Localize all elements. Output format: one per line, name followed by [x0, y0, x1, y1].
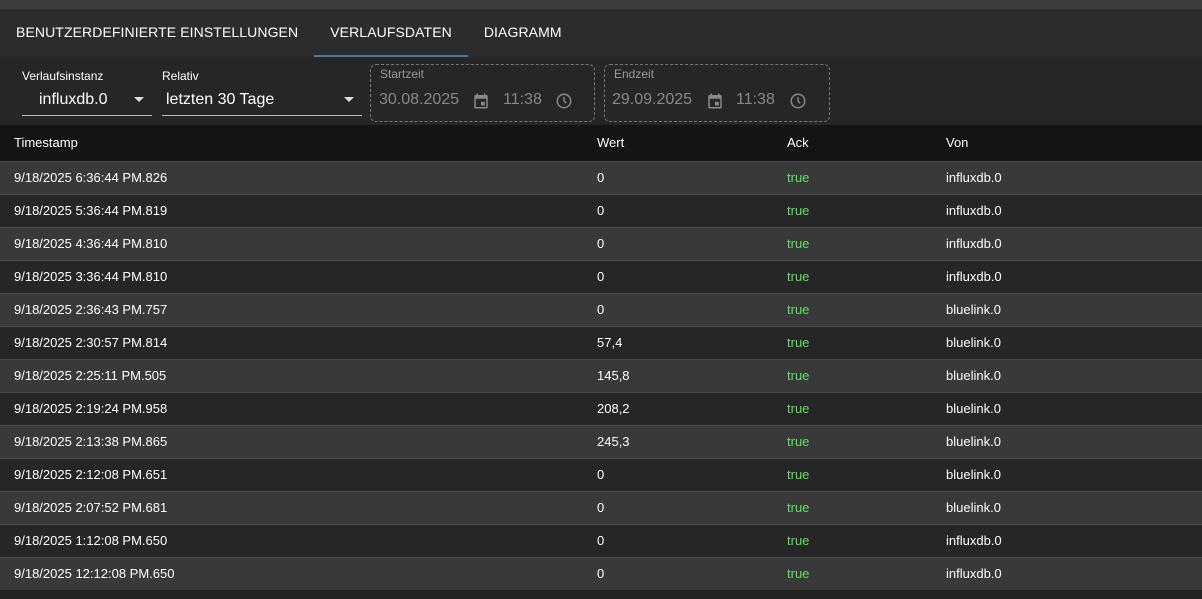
table-row[interactable]: 9/18/2025 5:36:44 PM.819 0 true influxdb.0 — [0, 194, 1202, 227]
cell-ack: true — [787, 467, 810, 482]
chevron-down-icon — [344, 97, 354, 102]
cell-value: 145,8 — [597, 368, 630, 383]
cell-from: bluelink.0 — [946, 500, 1001, 515]
table-header: Timestamp Wert Ack Von — [0, 125, 1202, 161]
cell-ack: true — [787, 368, 810, 383]
cell-timestamp: 9/18/2025 2:36:43 PM.757 — [14, 302, 168, 317]
col-timestamp[interactable]: Timestamp — [14, 135, 78, 151]
table-row[interactable]: 9/18/2025 2:19:24 PM.958 208,2 true bluelin… — [0, 392, 1202, 425]
tab-history-data[interactable]: VERLAUFSDATEN — [314, 9, 468, 57]
table-row[interactable]: 9/18/2025 2:25:11 PM.505 145,8 true bluelin… — [0, 359, 1202, 392]
cell-ack: true — [787, 302, 810, 317]
cell-value: 208,2 — [597, 401, 630, 416]
cell-value: 57,4 — [597, 335, 623, 350]
table-row[interactable]: 9/18/2025 4:36:44 PM.810 0 true influxdb.0 — [0, 227, 1202, 260]
cell-ack: true — [787, 335, 810, 350]
cell-timestamp: 9/18/2025 2:12:08 PM.651 — [14, 467, 168, 482]
cell-value: 245,3 — [597, 434, 630, 449]
cell-timestamp: 9/18/2025 2:19:24 PM.958 — [14, 401, 168, 416]
cell-from: bluelink.0 — [946, 302, 1001, 317]
cell-timestamp: 9/18/2025 5:36:44 PM.819 — [14, 203, 168, 218]
table-row[interactable]: 9/18/2025 3:36:44 PM.810 0 true influxdb.0 — [0, 260, 1202, 293]
calendar-icon[interactable] — [472, 91, 490, 111]
col-ack[interactable]: Ack — [787, 135, 809, 151]
cell-value: 0 — [597, 170, 605, 185]
cell-ack: true — [787, 170, 810, 185]
chevron-down-icon — [134, 97, 144, 102]
cell-timestamp: 9/18/2025 2:30:57 PM.814 — [14, 335, 168, 350]
instance-value: influxdb.0 — [39, 91, 108, 108]
cell-value: 0 — [597, 500, 605, 515]
cell-value: 0 — [597, 302, 605, 317]
cell-timestamp: 9/18/2025 2:07:52 PM.681 — [14, 500, 168, 515]
table-row[interactable]: 9/18/2025 2:13:38 PM.865 245,3 true bluelin… — [0, 425, 1202, 458]
cell-from: influxdb.0 — [946, 533, 1002, 548]
instance-label: Verlaufsinstanz — [22, 69, 104, 83]
cell-from: influxdb.0 — [946, 203, 1002, 218]
top-bar — [0, 0, 1202, 9]
cell-value: 0 — [597, 467, 605, 482]
cell-value: 0 — [597, 566, 605, 582]
table-row[interactable]: 9/18/2025 2:30:57 PM.814 57,4 true bluelink… — [0, 326, 1202, 359]
table-row[interactable]: 9/18/2025 2:36:43 PM.757 0 true bluelink.0 — [0, 293, 1202, 326]
cell-timestamp: 9/18/2025 3:36:44 PM.810 — [14, 269, 168, 284]
relative-select[interactable]: letzten 30 Tage — [162, 84, 362, 116]
start-time-label: Startzeit — [380, 67, 425, 81]
cell-ack: true — [787, 401, 810, 416]
tab-bar: BENUTZERDEFINIERTE EINSTELLUNGEN VERLAUF… — [0, 9, 1202, 57]
cell-ack: true — [787, 203, 810, 218]
cell-timestamp: 9/18/2025 12:12:08 PM.650 — [14, 566, 175, 582]
end-date-input[interactable]: 29.09.2025 — [612, 91, 693, 108]
cell-from: influxdb.0 — [946, 170, 1002, 185]
cell-from: bluelink.0 — [946, 368, 1001, 383]
start-date-input[interactable]: 30.08.2025 — [379, 91, 460, 108]
table-row[interactable]: 9/18/2025 12:12:08 PM.650 0 true influxdb.0 — [0, 557, 1202, 590]
cell-ack: true — [787, 500, 810, 515]
table-row[interactable]: 9/18/2025 2:07:52 PM.681 0 true bluelink.0 — [0, 491, 1202, 524]
cell-value: 0 — [597, 533, 605, 548]
cell-timestamp: 9/18/2025 1:12:08 PM.650 — [14, 533, 168, 548]
cell-ack: true — [787, 533, 810, 548]
start-time-input[interactable]: 11:38 — [503, 91, 542, 108]
tab-chart[interactable]: DIAGRAMM — [483, 24, 562, 40]
cell-timestamp: 9/18/2025 4:36:44 PM.810 — [14, 236, 168, 251]
clock-icon[interactable] — [789, 91, 807, 111]
cell-ack: true — [787, 566, 810, 582]
instance-select[interactable]: influxdb.0 — [22, 84, 152, 116]
cell-from: influxdb.0 — [946, 269, 1002, 284]
cell-value: 0 — [597, 203, 605, 218]
cell-ack: true — [787, 236, 810, 251]
cell-from: bluelink.0 — [946, 401, 1001, 416]
clock-icon[interactable] — [555, 91, 573, 111]
history-table: Timestamp Wert Ack Von 9/18/2025 6:36:44… — [0, 125, 1202, 590]
cell-from: bluelink.0 — [946, 467, 1001, 482]
cell-from: influxdb.0 — [946, 566, 1002, 582]
end-time-label: Endzeit — [614, 67, 655, 81]
relative-value: letzten 30 Tage — [166, 91, 275, 108]
end-time-field[interactable]: Endzeit 29.09.2025 11:38 — [604, 64, 830, 122]
table-row[interactable]: 9/18/2025 2:12:08 PM.651 0 true bluelink.0 — [0, 458, 1202, 491]
cell-timestamp: 9/18/2025 2:13:38 PM.865 — [14, 434, 168, 449]
calendar-icon[interactable] — [706, 91, 724, 111]
end-time-input[interactable]: 11:38 — [736, 91, 775, 108]
cell-from: bluelink.0 — [946, 434, 1001, 449]
cell-from: bluelink.0 — [946, 335, 1001, 350]
col-from[interactable]: Von — [946, 135, 969, 151]
cell-ack: true — [787, 269, 810, 284]
cell-timestamp: 9/18/2025 2:25:11 PM.505 — [14, 368, 167, 383]
table-row[interactable]: 9/18/2025 1:12:08 PM.650 0 true influxdb.0 — [0, 524, 1202, 557]
cell-value: 0 — [597, 236, 605, 251]
filter-toolbar: Verlaufsinstanz influxdb.0 Relativ letzt… — [0, 57, 1202, 125]
cell-from: influxdb.0 — [946, 236, 1002, 251]
start-time-field[interactable]: Startzeit 30.08.2025 11:38 — [370, 64, 595, 122]
cell-ack: true — [787, 434, 810, 449]
relative-label: Relativ — [162, 69, 199, 83]
col-value[interactable]: Wert — [597, 135, 625, 151]
cell-value: 0 — [597, 269, 605, 284]
table-row[interactable]: 9/18/2025 6:36:44 PM.826 0 true influxdb.0 — [0, 161, 1202, 194]
cell-timestamp: 9/18/2025 6:36:44 PM.826 — [14, 170, 168, 185]
tab-custom-settings[interactable]: BENUTZERDEFINIERTE EINSTELLUNGEN — [16, 24, 299, 40]
